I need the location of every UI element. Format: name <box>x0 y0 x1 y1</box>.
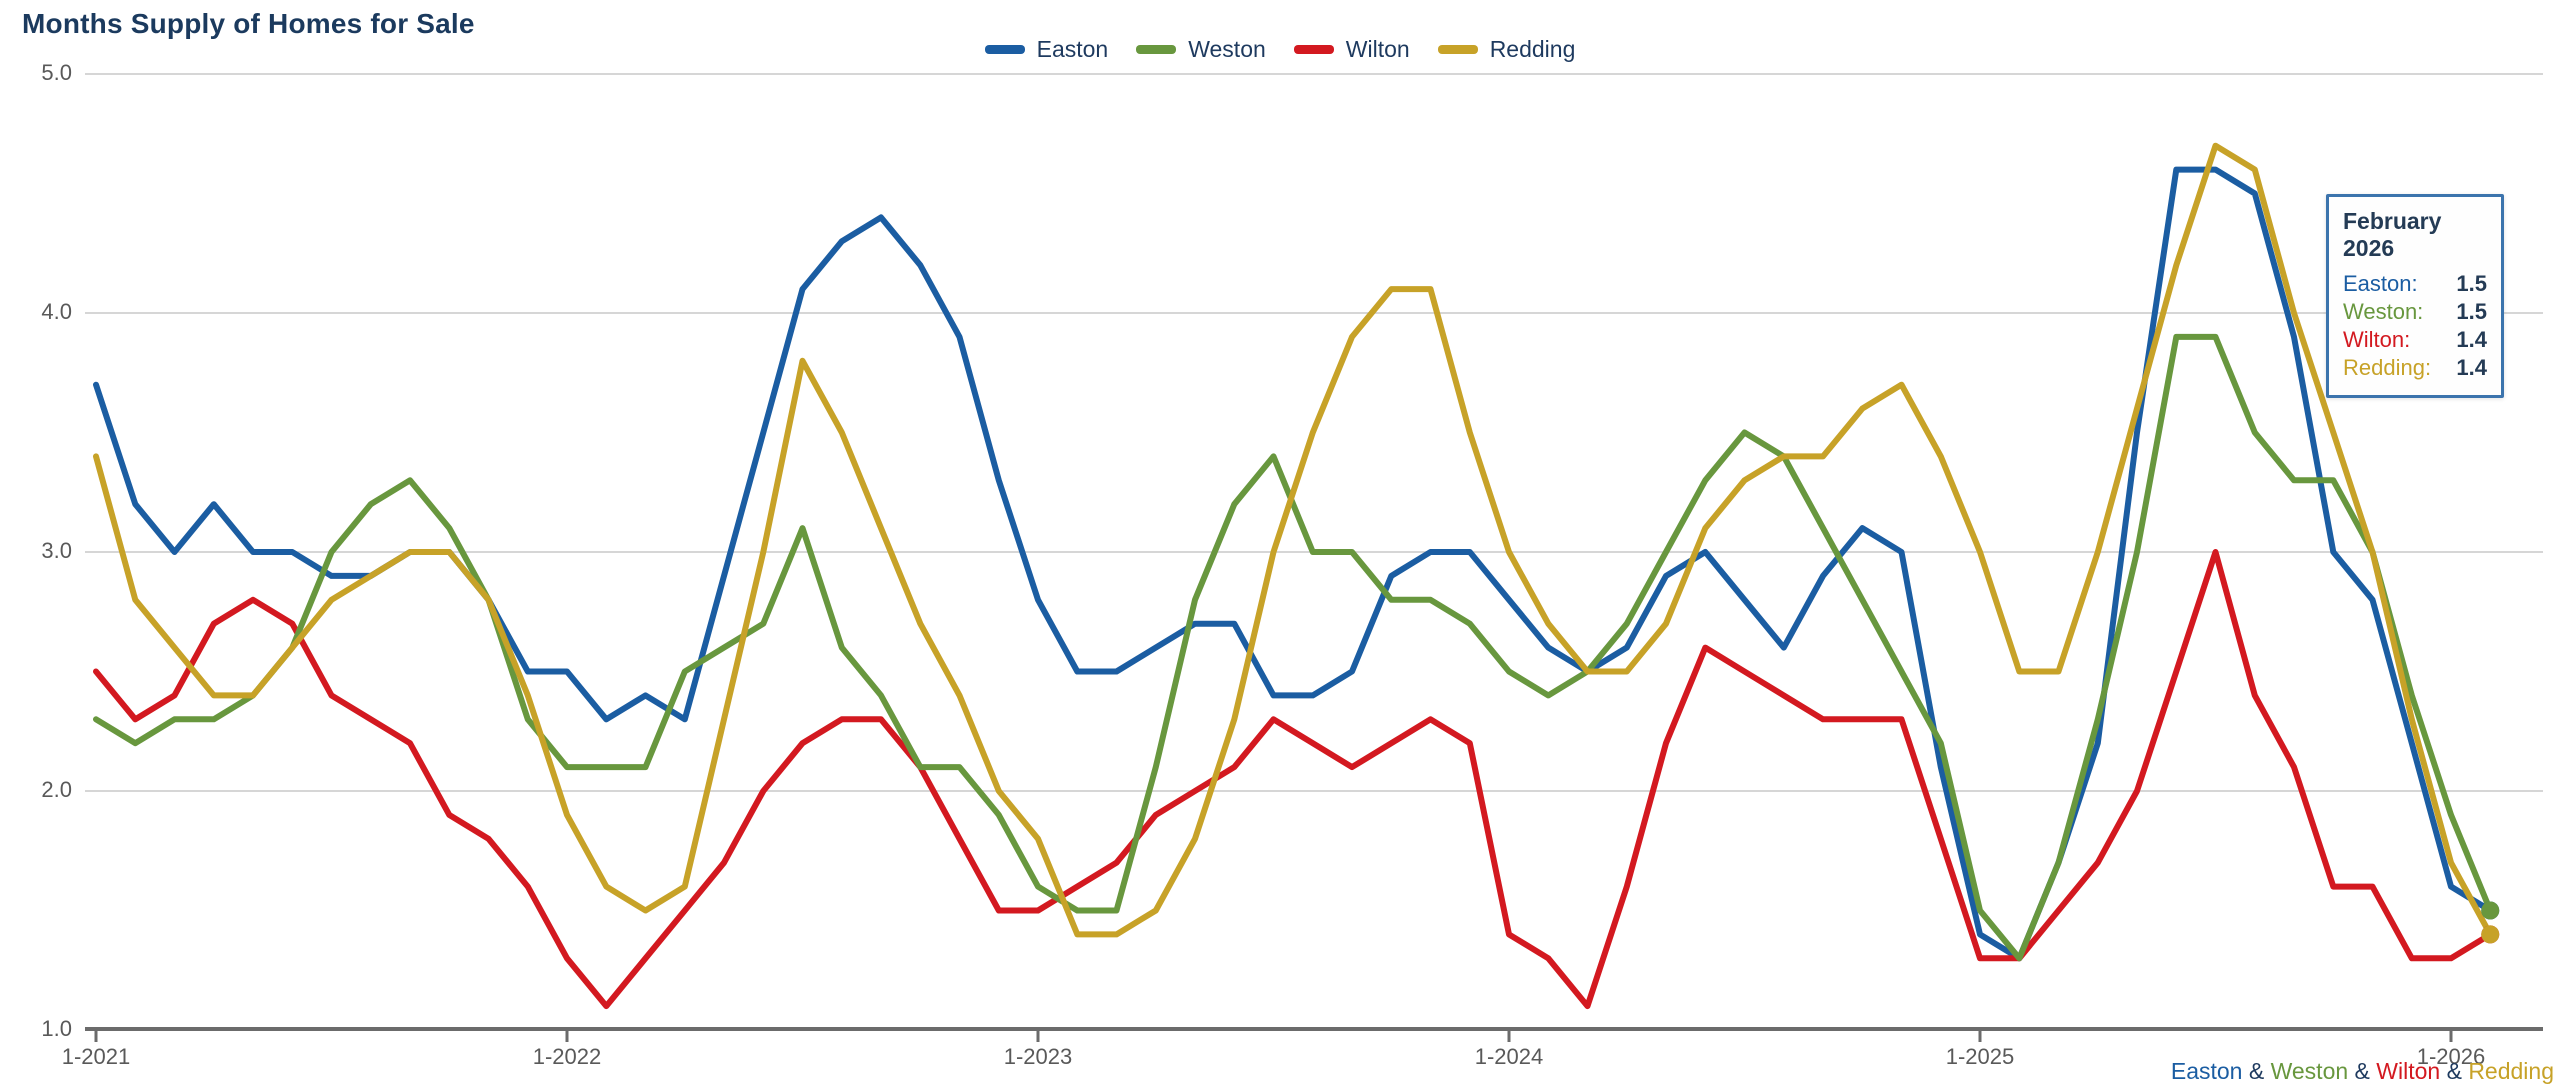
legend-label: Wilton <box>1345 36 1410 62</box>
x-axis-label-1-2026: 1-2026 <box>2416 1044 2486 1069</box>
y-axis-label-2.0: 2.0 <box>41 777 72 802</box>
footer-series-links: Easton & Weston & Wilton & Redding <box>2171 1058 2554 1085</box>
series-redding-end-dot[interactable] <box>2481 925 2500 944</box>
tooltip-row-weston: Weston: 1.5 <box>2343 298 2487 326</box>
tooltip-series-label: Wilton: <box>2343 327 2411 353</box>
y-axis-label-4.0: 4.0 <box>41 299 72 324</box>
footer-separator: & <box>2440 1058 2469 1084</box>
tooltip-series-value: 1.4 <box>2456 355 2487 381</box>
tooltip-row-redding: Redding: 1.4 <box>2343 354 2487 382</box>
tooltip: February 2026 Easton: 1.5 Weston: 1.5 Wilton… <box>2326 194 2504 398</box>
y-axis-label-5.0: 5.0 <box>41 60 72 85</box>
legend-item-redding[interactable]: Redding <box>1437 36 1576 63</box>
footer-town-easton[interactable]: Easton <box>2170 1058 2243 1084</box>
footer-town-weston[interactable]: Weston <box>2270 1058 2349 1084</box>
tooltip-series-value: 1.5 <box>2456 299 2487 325</box>
x-axis-label-1-2024: 1-2024 <box>1474 1044 1544 1069</box>
tooltip-row-easton: Easton: 1.5 <box>2343 270 2487 298</box>
legend-label: Weston <box>1188 36 1266 62</box>
legend-swatch-redding <box>1437 45 1478 54</box>
tooltip-series-label: Weston: <box>2343 299 2424 325</box>
series-wilton-line[interactable] <box>93 549 2494 1010</box>
series-redding-line[interactable] <box>93 142 2494 938</box>
x-axis-label-1-2021: 1-2021 <box>61 1044 131 1069</box>
tooltip-row-wilton: Wilton: 1.4 <box>2343 326 2487 354</box>
legend-item-wilton[interactable]: Wilton <box>1293 36 1410 63</box>
legend-item-easton[interactable]: Easton <box>984 36 1109 63</box>
footer-town-redding[interactable]: Redding <box>2468 1058 2554 1084</box>
tooltip-series-label: Redding: <box>2343 355 2432 381</box>
legend-swatch-easton <box>984 45 1025 54</box>
x-axis-label-1-2023: 1-2023 <box>1003 1044 1073 1069</box>
legend: Easton Weston Wilton Redding <box>0 36 2560 63</box>
legend-swatch-weston <box>1136 45 1177 54</box>
chart-title: Months Supply of Homes for Sale <box>22 8 475 39</box>
footer-town-wilton[interactable]: Wilton <box>2376 1058 2441 1084</box>
footer-separator: & <box>2348 1058 2377 1084</box>
legend-label: Redding <box>1489 36 1576 62</box>
y-axis-label-1.0: 1.0 <box>41 1016 72 1041</box>
legend-item-weston[interactable]: Weston <box>1136 36 1266 63</box>
legend-swatch-wilton <box>1293 45 1334 54</box>
series-weston-end-dot[interactable] <box>2481 901 2500 920</box>
x-axis-label-1-2022: 1-2022 <box>532 1044 602 1069</box>
tooltip-series-value: 1.4 <box>2456 327 2487 353</box>
tooltip-series-value: 1.5 <box>2456 271 2487 296</box>
legend-label: Easton <box>1036 36 1109 62</box>
tooltip-title: February 2026 <box>2343 208 2442 261</box>
tooltip-series-label: Easton: <box>2343 271 2418 296</box>
footer-separator: & <box>2242 1058 2271 1084</box>
y-axis-label-3.0: 3.0 <box>41 538 72 563</box>
x-axis-label-1-2025: 1-2025 <box>1945 1044 2015 1069</box>
